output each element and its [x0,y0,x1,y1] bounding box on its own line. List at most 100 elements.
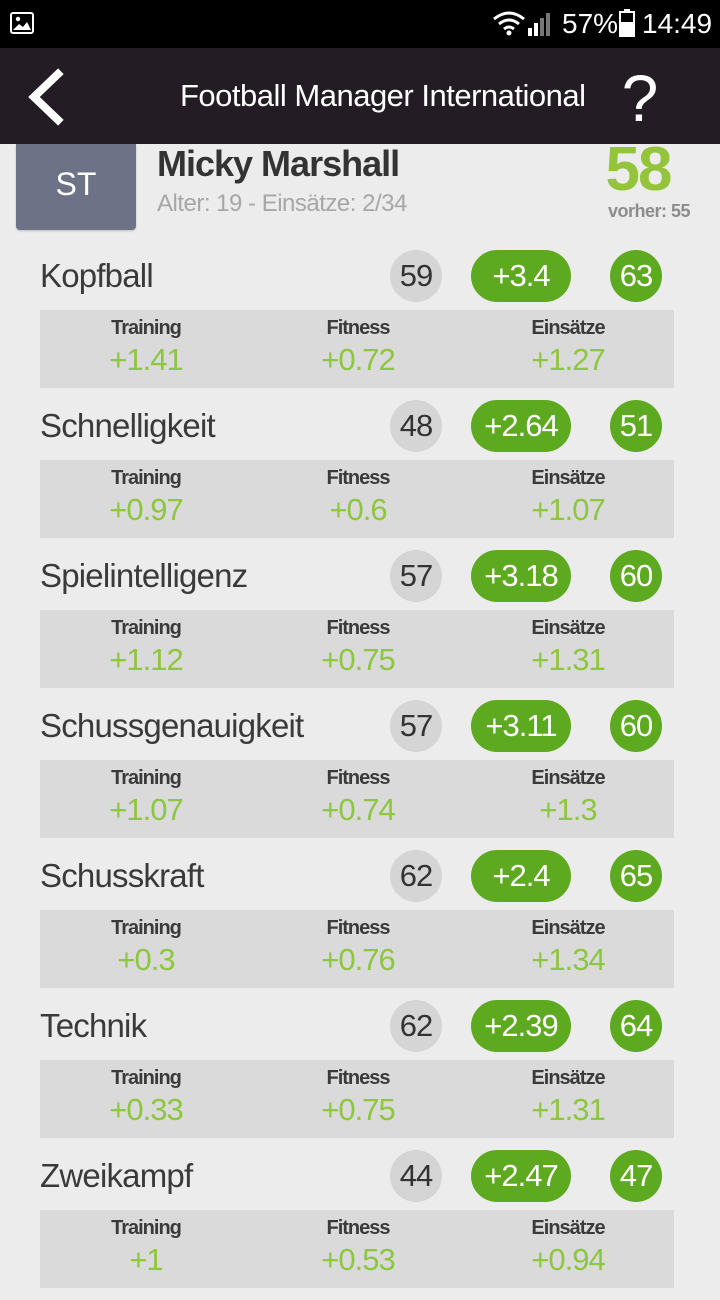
attribute-name: Kopfball [40,257,154,294]
training-column: Training +1.07 [66,760,226,830]
fitness-value: +0.72 [321,342,395,377]
player-name: Micky Marshall [157,143,400,184]
matches-label: Einsätze [531,1067,605,1089]
breakdown-panel: Training +1.12 Fitness +0.75 Einsätze +1.31 [40,610,674,688]
fitness-label: Fitness [326,617,390,639]
attribute-row: Schnelligkeit 48 +2.64 51 Training +0.97 … [0,400,720,550]
fitness-column: Fitness +0.75 [278,610,438,680]
training-value: +1.07 [109,792,183,827]
training-value: +0.97 [109,492,183,527]
training-column: Training +1.41 [66,310,226,380]
matches-column: Einsätze +1.31 [488,610,648,680]
image-icon [10,12,34,34]
attribute-row: Kopfball 59 +3.4 63 Training +1.41 Fitnes… [0,250,720,400]
training-label: Training [111,1217,182,1239]
fitness-column: Fitness +0.76 [278,910,438,980]
attribute-row: Zweikampf 44 +2.47 47 Training +1 Fitness… [0,1150,720,1300]
training-label: Training [111,1067,182,1089]
new-value-badge: 47 [610,1150,662,1202]
clock: 14:49 [642,8,713,39]
training-column: Training +0.33 [66,1060,226,1130]
training-column: Training +1.12 [66,610,226,680]
training-column: Training +0.97 [66,460,226,530]
player-meta: Alter: 19 - Einsätze: 2/34 [157,190,407,217]
previous-rating: vorher: 55 [607,201,691,221]
attribute-name: Zweikampf [40,1157,193,1194]
training-label: Training [111,617,182,639]
matches-value: +0.94 [531,1242,605,1277]
matches-value: +1.07 [531,492,605,527]
status-bar: 57% 14:49 [0,0,720,48]
training-value: +1.41 [109,342,183,377]
matches-label: Einsätze [531,1217,605,1239]
app-bar: Football Manager International ? [0,48,720,144]
fitness-value: +0.74 [321,792,395,827]
app-title: Football Manager International [180,78,586,113]
old-value-badge: 62 [390,850,442,902]
delta-badge: +2.64 [471,400,571,452]
battery-icon [619,9,635,37]
attribute-name: Schusskraft [40,857,204,894]
matches-column: Einsätze +1.27 [488,310,648,380]
new-value-badge: 60 [610,550,662,602]
battery-percentage: 57% [562,8,619,39]
breakdown-panel: Training +1.41 Fitness +0.72 Einsätze +1.27 [40,310,674,388]
new-value-badge: 60 [610,700,662,752]
fitness-label: Fitness [326,917,390,939]
matches-label: Einsätze [531,767,605,789]
breakdown-panel: Training +0.33 Fitness +0.75 Einsätze +1.31 [40,1060,674,1138]
attribute-row: Technik 62 +2.39 64 Training +0.33 Fitnes… [0,1000,720,1150]
matches-column: Einsätze +0.94 [488,1210,648,1280]
fitness-label: Fitness [326,1067,390,1089]
matches-label: Einsätze [531,317,605,339]
matches-column: Einsätze +1.34 [488,910,648,980]
training-value: +0.3 [117,942,175,977]
old-value-badge: 44 [390,1150,442,1202]
old-value-badge: 48 [390,400,442,452]
delta-badge: +3.11 [471,700,571,752]
training-label: Training [111,317,182,339]
fitness-value: +0.76 [321,942,395,977]
fitness-column: Fitness +0.53 [278,1210,438,1280]
matches-column: Einsätze +1.3 [488,760,648,830]
matches-value: +1.34 [531,942,605,977]
old-value-badge: 59 [390,250,442,302]
matches-label: Einsätze [531,467,605,489]
new-value-badge: 64 [610,1000,662,1052]
old-value-badge: 62 [390,1000,442,1052]
matches-column: Einsätze +1.31 [488,1060,648,1130]
matches-value: +1.31 [531,1092,605,1127]
training-value: +0.33 [109,1092,183,1127]
fitness-value: +0.53 [321,1242,395,1277]
new-value-badge: 51 [610,400,662,452]
training-label: Training [111,917,182,939]
fitness-value: +0.75 [321,1092,395,1127]
fitness-column: Fitness +0.72 [278,310,438,380]
training-label: Training [111,767,182,789]
training-column: Training +1 [66,1210,226,1280]
attribute-name: Schussgenauigkeit [40,707,304,744]
delta-badge: +2.39 [471,1000,571,1052]
attribute-name: Schnelligkeit [40,407,216,444]
training-value: +1 [129,1242,163,1277]
attribute-row: Schussgenauigkeit 57 +3.11 60 Training +1… [0,700,720,850]
wifi-icon [493,11,525,36]
fitness-label: Fitness [326,317,390,339]
delta-badge: +2.4 [471,850,571,902]
attribute-name: Spielintelligenz [40,557,248,594]
fitness-label: Fitness [326,1217,390,1239]
fitness-column: Fitness +0.74 [278,760,438,830]
signal-icon [528,13,550,36]
position-badge: ST [16,144,136,230]
training-value: +1.12 [109,642,183,677]
attribute-row: Schusskraft 62 +2.4 65 Training +0.3 Fitn… [0,850,720,1000]
matches-value: +1.27 [531,342,605,377]
attribute-name: Technik [40,1007,147,1044]
matches-value: +1.31 [531,642,605,677]
new-value-badge: 65 [610,850,662,902]
fitness-label: Fitness [326,467,390,489]
fitness-column: Fitness +0.6 [278,460,438,530]
help-icon[interactable]: ? [621,61,659,135]
back-arrow-icon[interactable] [22,68,74,126]
matches-value: +1.3 [539,792,597,827]
